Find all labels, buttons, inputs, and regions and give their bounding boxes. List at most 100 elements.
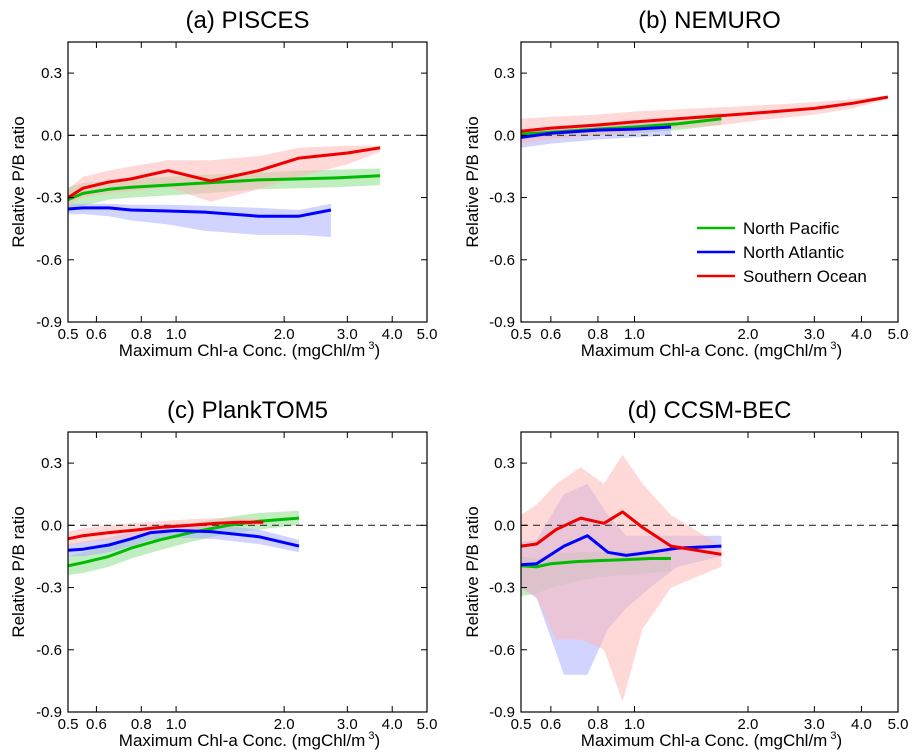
legend-label-na: North Atlantic	[743, 243, 845, 262]
uncertainty-band-na	[68, 523, 299, 557]
x-tick-label: 4.0	[382, 716, 403, 733]
legend-label-so: Southern Ocean	[743, 267, 867, 286]
y-tick-label: -0.9	[489, 314, 515, 331]
series-line-so	[520, 95, 889, 133]
y-tick-label: 0.3	[494, 65, 515, 82]
x-axis-label: Maximum Chl-a Conc. (mgChl/m 3)	[119, 340, 380, 360]
x-axis-label: Maximum Chl-a Conc. (mgChl/m 3)	[581, 730, 842, 750]
y-tick-label: -0.3	[36, 190, 62, 207]
x-axis-label: Maximum Chl-a Conc. (mgChl/m 3)	[119, 730, 380, 750]
panel-title: (b) NEMURO	[638, 7, 781, 34]
legend-label-np: North Pacific	[743, 219, 840, 238]
x-tick-label: 0.5	[511, 716, 532, 733]
y-tick-label: -0.3	[489, 190, 515, 207]
x-tick-label: 4.0	[851, 716, 872, 733]
x-tick-label: 4.0	[382, 326, 403, 343]
series-line-so	[520, 510, 722, 556]
y-tick-label: -0.9	[36, 704, 62, 721]
x-tick-label: 1.0	[624, 326, 645, 343]
x-axis-label-close: )	[837, 341, 843, 360]
plot-frame	[67, 431, 428, 713]
y-axis-label: Relative P/B ratio	[463, 116, 482, 247]
y-axis-label: Relative P/B ratio	[9, 506, 28, 637]
x-tick-label: 0.5	[58, 326, 79, 343]
panel-title: (d) CCSM-BEC	[627, 397, 791, 424]
series-line-na	[67, 206, 332, 218]
x-axis-label-superscript: 3	[827, 730, 836, 742]
y-tick-label: 0.3	[494, 455, 515, 472]
x-tick-label: 2.0	[738, 716, 759, 733]
x-tick-label: 3.0	[337, 716, 358, 733]
panel-title: (a) PISCES	[185, 7, 309, 34]
y-tick-label: 0.0	[41, 517, 62, 534]
y-tick-label: -0.3	[489, 580, 515, 597]
y-tick-label: 0.3	[41, 65, 62, 82]
x-tick-label: 0.5	[58, 716, 79, 733]
x-tick-label: 5.0	[888, 326, 909, 343]
x-axis-label-close: )	[837, 731, 843, 750]
y-tick-label: 0.0	[494, 127, 515, 144]
x-axis-label-close: )	[375, 731, 381, 750]
y-tick-label: -0.9	[489, 704, 515, 721]
x-tick-label: 0.8	[131, 326, 152, 343]
x-tick-label: 0.8	[588, 326, 609, 343]
y-tick-label: -0.6	[489, 252, 515, 269]
x-tick-label: 1.0	[624, 716, 645, 733]
plot-frame	[67, 41, 428, 323]
y-tick-label: -0.6	[36, 252, 62, 269]
x-tick-label: 3.0	[804, 326, 825, 343]
y-tick-label: -0.6	[489, 642, 515, 659]
legend: North Pacific North Atlantic Southern Ocea…	[697, 219, 867, 286]
y-tick-label: 0.0	[41, 127, 62, 144]
x-tick-label: 1.0	[166, 326, 187, 343]
x-tick-label: 0.6	[86, 326, 107, 343]
x-tick-label: 0.8	[131, 716, 152, 733]
x-tick-label: 3.0	[804, 716, 825, 733]
x-tick-label: 0.8	[588, 716, 609, 733]
y-tick-label: 0.0	[494, 517, 515, 534]
chart-panel: -0.9 -0.6 -0.3 0.0 0.3 0.5 0.6 0.8 1.0 2.0 3.0 4.0 5…	[463, 7, 908, 360]
uncertainty-band-na	[68, 203, 331, 237]
x-axis-label-main: Maximum Chl-a Conc. (mgChl/m	[581, 731, 828, 750]
series-line-na	[67, 529, 300, 552]
x-axis-label-main: Maximum Chl-a Conc. (mgChl/m	[581, 341, 828, 360]
series-line-so	[67, 520, 264, 541]
x-tick-label: 2.0	[738, 326, 759, 343]
uncertainty-band-so	[521, 454, 722, 702]
x-tick-label: 2.0	[274, 716, 295, 733]
chart-panel: -0.9 -0.6 -0.3 0.0 0.3 0.5 0.6 0.8 1.0 2.0 3.0 4.0 5…	[9, 7, 437, 360]
chart-panel: -0.9 -0.6 -0.3 0.0 0.3 0.5 0.6 0.8 1.0 2.0 3.0 4.0 5…	[9, 397, 437, 750]
y-tick-label: -0.6	[36, 642, 62, 659]
y-axis-label: Relative P/B ratio	[9, 116, 28, 247]
x-tick-label: 0.6	[540, 326, 561, 343]
x-tick-label: 0.6	[86, 716, 107, 733]
series-line-na	[520, 125, 672, 139]
x-axis-label-superscript: 3	[827, 340, 836, 352]
series-line-so	[67, 146, 381, 199]
x-tick-label: 3.0	[337, 326, 358, 343]
plot-frame	[520, 41, 899, 323]
plot-frame	[520, 431, 899, 713]
chart-panel: -0.9 -0.6 -0.3 0.0 0.3 0.5 0.6 0.8 1.0 2.0 3.0 4.0 5…	[463, 397, 908, 750]
x-tick-label: 5.0	[417, 326, 438, 343]
x-tick-label: 4.0	[851, 326, 872, 343]
x-axis-label-superscript: 3	[365, 730, 374, 742]
x-axis-label-close: )	[375, 341, 381, 360]
x-tick-label: 1.0	[166, 716, 187, 733]
x-axis-label-main: Maximum Chl-a Conc. (mgChl/m	[119, 341, 366, 360]
series-line-np	[520, 557, 671, 569]
x-axis-label-superscript: 3	[365, 340, 374, 352]
panel-title: (c) PlankTOM5	[167, 397, 328, 424]
series-line-na	[520, 534, 722, 567]
uncertainty-band-np	[68, 510, 299, 576]
x-tick-label: 0.6	[540, 716, 561, 733]
y-tick-label: -0.9	[36, 314, 62, 331]
series-line-np	[67, 174, 381, 201]
x-tick-label: 2.0	[274, 326, 295, 343]
x-tick-label: 0.5	[511, 326, 532, 343]
uncertainty-band-so	[68, 145, 381, 206]
x-tick-label: 5.0	[417, 716, 438, 733]
y-axis-label: Relative P/B ratio	[463, 506, 482, 637]
x-axis-label: Maximum Chl-a Conc. (mgChl/m 3)	[581, 340, 842, 360]
